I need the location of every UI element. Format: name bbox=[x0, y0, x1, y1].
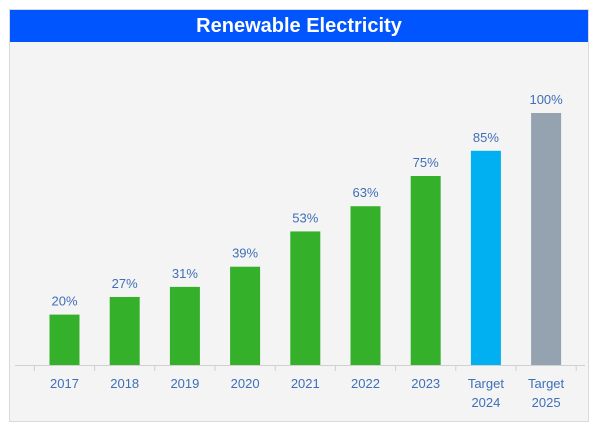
x-tick-label: Target bbox=[528, 376, 565, 391]
bar bbox=[410, 176, 441, 365]
x-tick-label: 2020 bbox=[231, 376, 260, 391]
x-tick-label: 2017 bbox=[50, 376, 79, 391]
bar bbox=[230, 266, 261, 365]
bar bbox=[531, 113, 562, 365]
data-label: 100% bbox=[529, 92, 563, 107]
x-tick-label: 2024 bbox=[471, 395, 500, 410]
data-label: 53% bbox=[292, 210, 318, 225]
data-label: 75% bbox=[413, 155, 439, 170]
bar bbox=[350, 206, 381, 365]
x-tick-label: 2018 bbox=[110, 376, 139, 391]
x-tick-label: Target bbox=[468, 376, 505, 391]
data-label: 85% bbox=[473, 130, 499, 145]
x-tick-label: 2022 bbox=[351, 376, 380, 391]
bar bbox=[169, 286, 200, 365]
x-tick-label: 2025 bbox=[532, 395, 561, 410]
x-tick-label: 2021 bbox=[291, 376, 320, 391]
bar bbox=[109, 296, 140, 365]
data-label: 39% bbox=[232, 246, 258, 261]
chart-card: Renewable Electricity 20% 2017 27% 2018 31% 2… bbox=[9, 9, 589, 422]
x-tick-label: 2019 bbox=[170, 376, 199, 391]
data-label: 31% bbox=[172, 266, 198, 281]
data-label: 27% bbox=[112, 276, 138, 291]
bar bbox=[290, 231, 321, 365]
data-label: 63% bbox=[352, 185, 378, 200]
bar-chart: 20% 2017 27% 2018 31% 2019 39% 2020 53% 2021 63% 20… bbox=[15, 92, 585, 410]
bar bbox=[49, 314, 80, 365]
bar bbox=[470, 150, 501, 365]
x-tick-label: 2023 bbox=[411, 376, 440, 391]
chart-title: Renewable Electricity bbox=[10, 10, 588, 42]
data-label: 20% bbox=[51, 294, 77, 309]
